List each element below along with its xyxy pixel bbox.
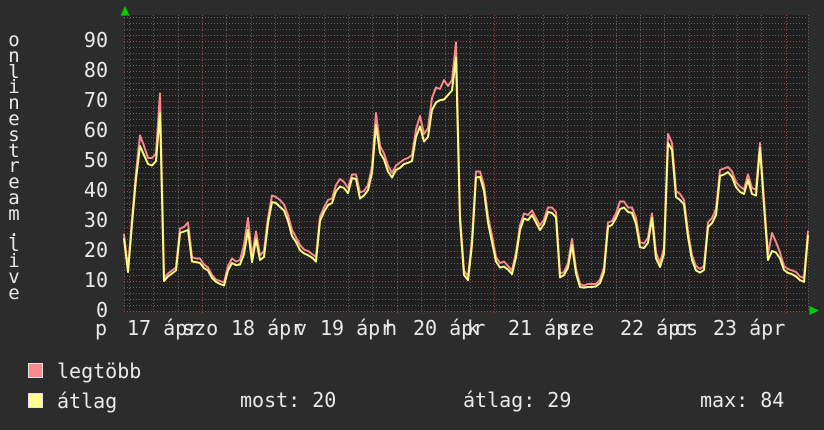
y-tick-label: 50	[83, 148, 108, 172]
vertical-label-char: n	[8, 92, 20, 115]
x-tick-label: k	[467, 316, 480, 340]
x-tick-label: cs	[674, 316, 699, 340]
vertical-label-char: t	[8, 139, 20, 162]
y-tick-label: 80	[83, 58, 108, 82]
vertical-label-char: n	[8, 44, 20, 67]
x-tick-label: 23 ápr	[713, 316, 786, 340]
x-tick-label: 21 ápr	[508, 316, 581, 340]
series-line-atlag	[123, 56, 809, 289]
y-tick-label: 40	[83, 178, 108, 202]
y-tick-label: 20	[83, 238, 108, 262]
series-line-legtobb	[123, 41, 809, 287]
x-tick-label: 22 ápr	[620, 316, 693, 340]
x-tick-label: p	[95, 316, 108, 340]
stat-atlag: átlag: 29	[463, 388, 572, 412]
vertical-label-char: m	[8, 202, 20, 225]
vertical-label-char: s	[8, 123, 20, 146]
vertical-label-char: o	[8, 29, 20, 51]
vertical-label-char: e	[8, 107, 20, 130]
x-tick-label: 19 ápr	[320, 316, 393, 340]
legend-label-atlag: átlag	[57, 389, 118, 413]
x-tick-label: sze	[558, 316, 595, 340]
vertical-label-char: l	[8, 234, 20, 257]
y-tick-label: 70	[83, 88, 108, 112]
x-tick-label: v	[295, 316, 308, 340]
y-tick-label: 90	[83, 28, 108, 52]
legend-swatch-atlag	[28, 393, 43, 408]
vertical-label-char: .	[8, 218, 20, 241]
y-tick-label: 10	[83, 268, 108, 292]
vertical-label-char: r	[8, 155, 20, 178]
stat-most: most: 20	[240, 388, 337, 412]
vertical-label-char: i	[8, 76, 20, 99]
x-tick-label: 20 ápr	[413, 316, 486, 340]
vertical-label-char: l	[8, 60, 20, 83]
vertical-label-char: i	[8, 250, 20, 273]
vertical-label-char: v	[8, 265, 20, 288]
y-tick-label: 60	[83, 118, 108, 142]
vertical-label-char: e	[8, 281, 20, 304]
x-tick-label: szo	[182, 316, 219, 340]
y-tick-label: 0	[95, 298, 108, 322]
vertical-label-char: e	[8, 171, 20, 194]
x-tick-label: 18 ápr	[231, 316, 304, 340]
stat-max: max: 84	[700, 388, 785, 412]
x-tick-label: h	[385, 316, 398, 340]
x-tick-label: 17 ápr	[127, 316, 200, 340]
y-tick-label: 30	[83, 208, 108, 232]
legend-label-legtobb: legtöbb	[57, 359, 142, 383]
legend-swatch-legtobb	[28, 363, 43, 378]
vertical-label-char: a	[8, 186, 20, 209]
